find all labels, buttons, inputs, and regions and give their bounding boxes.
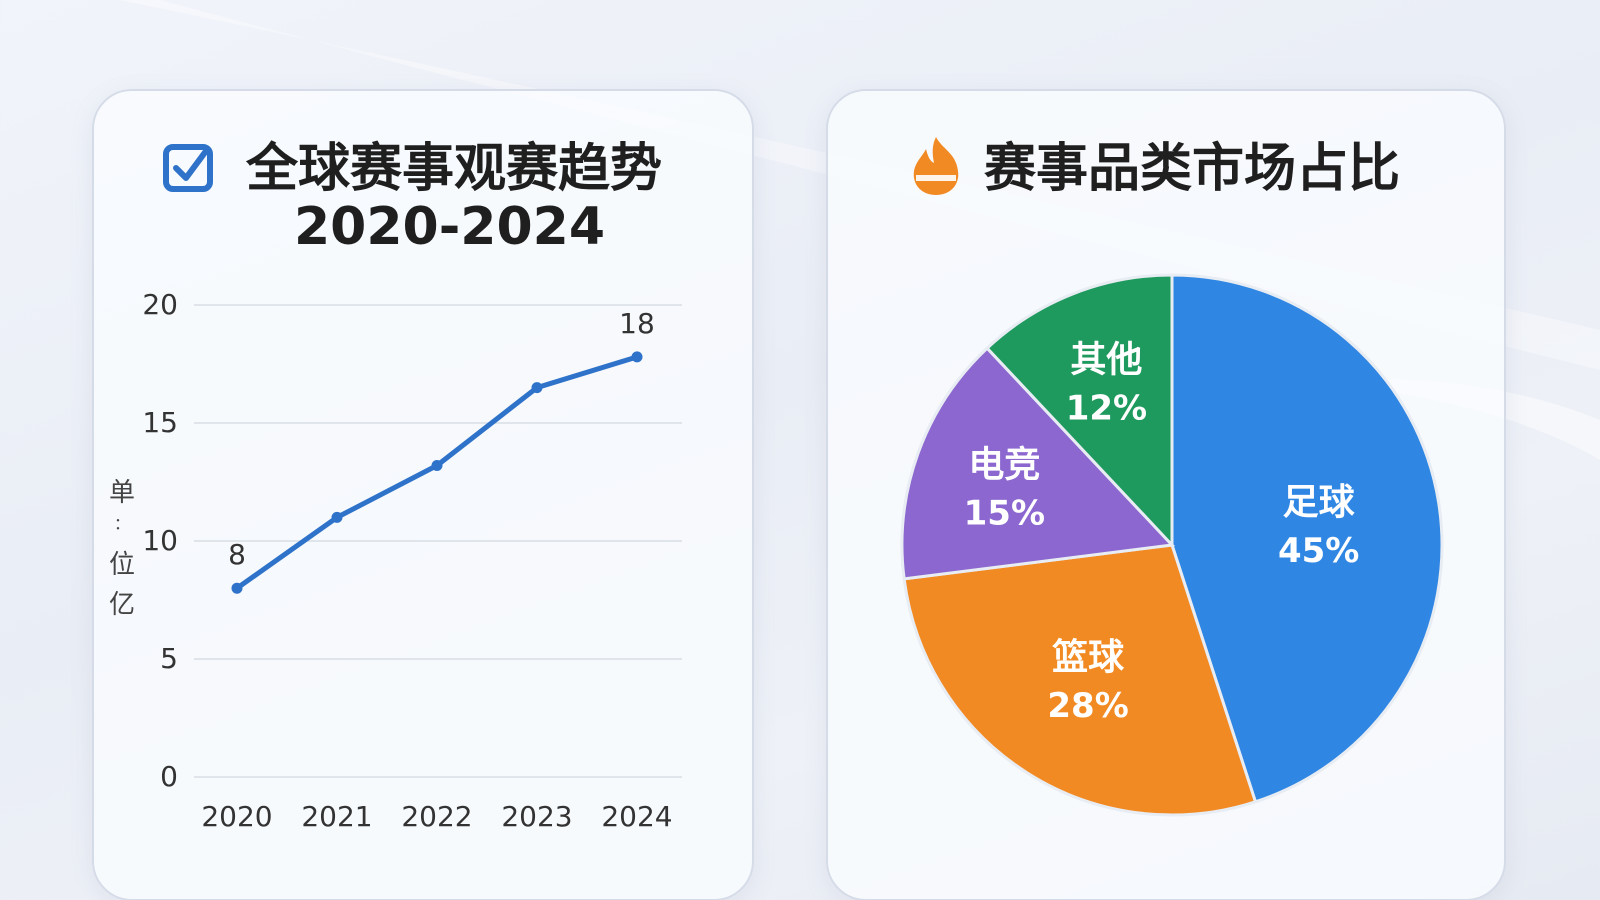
y-tick-label: 5 [160, 642, 178, 675]
pie-slice-label: 篮球 [1052, 637, 1125, 678]
pie-chart-title: 赛事品类市场占比 [984, 139, 1401, 199]
y-tick-label: 10 [142, 524, 178, 557]
pie-slice-value: 28% [1047, 686, 1128, 726]
data-label: 18 [619, 307, 655, 340]
data-point [631, 351, 643, 363]
x-tick-label: 2021 [301, 800, 372, 833]
data-label: 8 [228, 538, 246, 571]
y-axis-unit-label: 亿 [109, 590, 135, 620]
y-tick-label: 20 [142, 288, 178, 321]
pie-slice [902, 543, 1258, 817]
pie-slice-label: 电竞 [968, 445, 1040, 486]
pie-slice-value: 12% [1066, 388, 1147, 428]
series-line [234, 354, 640, 591]
pie-slice-value: 15% [964, 494, 1045, 534]
fire-icon [913, 137, 959, 195]
data-point [531, 382, 543, 394]
data-point [331, 511, 343, 523]
pie-slice [985, 273, 1174, 549]
line-chart: 0 5 10 15 20 2020 2021 2022 2023 2024 单 ： 位亿 8 18 [109, 288, 682, 833]
y-axis-unit-label: 位 [109, 550, 135, 580]
x-tick-label: 2024 [601, 800, 672, 833]
y-tick-label: 0 [160, 760, 178, 793]
line-chart-title: 全球赛事观赛趋势 [246, 139, 663, 199]
pie-slice-value: 45% [1278, 531, 1359, 571]
x-tick-label: 2022 [401, 800, 472, 833]
pie-chart: 足球 45% 篮球 28% 电竞 15% 其他 12% [900, 273, 1444, 817]
pie-slice-label: 足球 [1283, 482, 1356, 523]
y-tick-label: 15 [142, 406, 178, 439]
pie-slice-label: 其他 [1070, 339, 1142, 380]
line-chart-card: 全球赛事观赛趋势 2020-2024 0 5 10 15 20 2020 2021 2022… [92, 89, 754, 900]
y-axis-unit-label: ： [114, 514, 130, 533]
y-axis-unit-label: 单 [109, 478, 135, 508]
x-tick-label: 2020 [201, 800, 272, 833]
data-point [231, 582, 243, 594]
pie-slice [900, 346, 1176, 581]
pie-slice [1170, 273, 1444, 804]
line-chart-subtitle: 2020-2024 [294, 197, 606, 257]
data-point [431, 459, 443, 471]
x-tick-label: 2023 [501, 800, 572, 833]
checkbox-icon [163, 144, 213, 192]
pie-chart-card: 赛事品类市场占比 足球 45% 篮球 28% 电竞 15% 其他 12% [826, 89, 1506, 900]
